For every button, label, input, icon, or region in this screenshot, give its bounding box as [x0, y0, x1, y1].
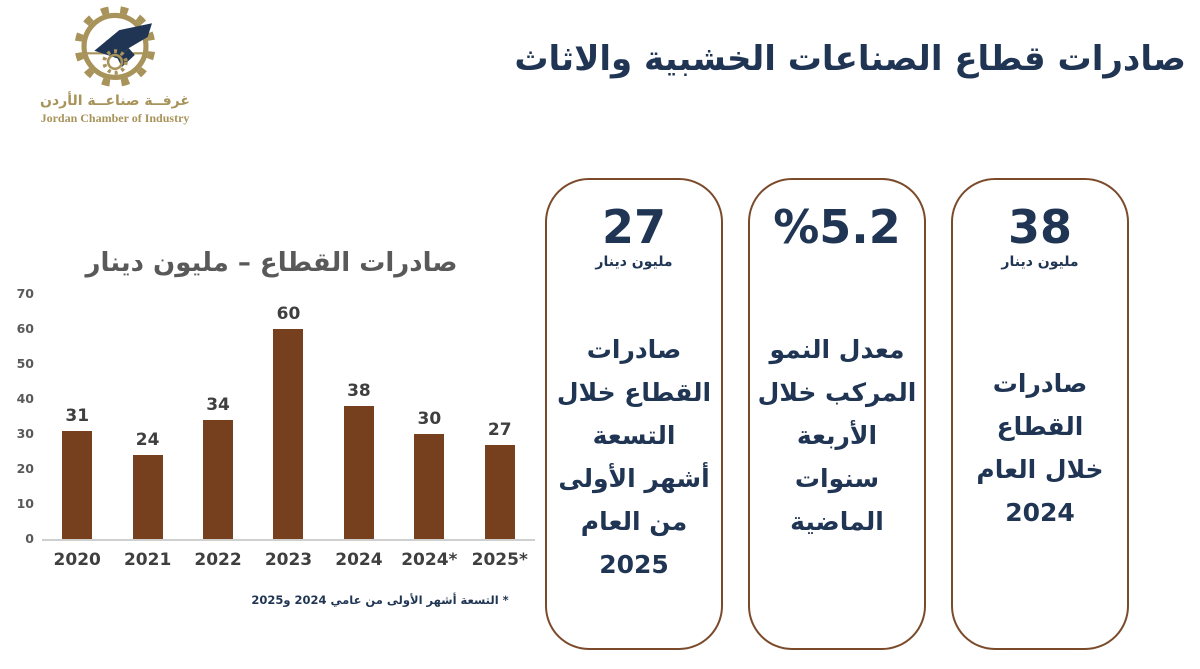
- x-axis-label: 2024*: [401, 550, 458, 570]
- bar-plot: 31 2020 24 2021 34 2022 60 2023 38 2024 30 2024* 27 2…: [42, 294, 535, 571]
- bar-data-label: 60: [276, 304, 301, 324]
- bar-data-label: 34: [206, 395, 230, 415]
- bar-data-label: 31: [65, 405, 90, 426]
- bar-column: 31 2020: [42, 294, 112, 571]
- stat-description: صادرات القطاع خلال التسعة أشهر الأولى من…: [556, 334, 712, 579]
- stat-value: 38: [1007, 200, 1072, 254]
- bar-data-label: 24: [135, 430, 160, 450]
- x-axis-label: 2025*: [471, 550, 528, 570]
- bar: [343, 406, 374, 539]
- stat-unit: مليون دينار: [595, 253, 673, 270]
- bar-column: 30 2024*: [394, 294, 464, 570]
- bar-column: 38 2024: [324, 294, 394, 570]
- y-axis-tick: 40: [16, 391, 34, 406]
- bar-data-label: 27: [487, 419, 512, 440]
- stat-card-2024-exports: 38 مليون دينار صادرات القطاع خلال العام …: [951, 178, 1129, 650]
- stat-unit: مليون دينار: [1001, 253, 1079, 270]
- bar: [414, 434, 445, 539]
- y-axis-tick: 0: [25, 531, 34, 546]
- x-axis-label: 2022: [194, 550, 242, 570]
- chamber-gear-emblem-icon: [74, 6, 156, 87]
- stat-card-growth-rate: %5.2 معدل النمو المركب خلال الأربعة سنوا…: [748, 178, 926, 650]
- x-axis-label: 2021: [123, 550, 172, 570]
- stat-value: %5.2: [773, 200, 901, 254]
- bar-column: 34 2022: [183, 294, 253, 570]
- bar: [484, 444, 515, 539]
- stat-description: صادرات القطاع خلال العام 2024: [976, 368, 1104, 527]
- y-axis-tick: 70: [16, 286, 34, 301]
- y-axis: 0 10 20 30 40 50 60 70: [8, 287, 34, 546]
- bar: [62, 430, 93, 539]
- chart-title: صادرات القطاع – مليون دينار: [85, 248, 458, 278]
- y-axis-tick: 50: [16, 356, 34, 371]
- stat-value: 27: [601, 200, 666, 254]
- x-axis-label: 2020: [53, 550, 101, 570]
- logo-arabic-name: غرفــة صناعــة الأردن: [40, 93, 190, 109]
- stat-cards: 27 مليون دينار صادرات القطاع خلال التسعة…: [545, 178, 1129, 650]
- bar-data-label: 38: [347, 381, 371, 401]
- x-axis-label: 2023: [264, 550, 313, 570]
- exports-bar-chart: صادرات القطاع – مليون دينار 0 10 20 30 40 50 6…: [8, 248, 535, 594]
- stat-card-2025-exports: 27 مليون دينار صادرات القطاع خلال التسعة…: [545, 178, 723, 650]
- page-title: صادرات قطاع الصناعات الخشبية والاثاث: [514, 38, 1186, 79]
- bar: [273, 329, 304, 539]
- x-axis-label: 2024: [335, 550, 383, 570]
- chart-area: 0 10 20 30 40 50 60 70 31 2020 24 2021 34 2022 60 2023…: [8, 287, 535, 594]
- bar-data-label: 30: [417, 409, 442, 429]
- bar-column: 60 2023: [253, 294, 323, 570]
- logo-english-name: Jordan Chamber of Industry: [40, 111, 190, 125]
- bar: [203, 420, 234, 539]
- bar-column: 27 2025*: [465, 294, 535, 571]
- y-axis-tick: 60: [16, 321, 34, 336]
- jordan-chamber-logo: غرفــة صناعــة الأردن Jordan Chamber of …: [40, 6, 190, 126]
- y-axis-tick: 20: [16, 461, 34, 476]
- bar: [132, 455, 163, 539]
- y-axis-tick: 30: [16, 426, 34, 441]
- chart-footnote: * التسعة أشهر الأولى من عامي 2024 و2025: [251, 593, 509, 607]
- y-axis-tick: 10: [16, 496, 34, 511]
- stat-description: معدل النمو المركب خلال الأربعة سنوات الم…: [757, 334, 917, 536]
- bar-column: 24 2021: [112, 294, 182, 570]
- stat-unit: [750, 254, 924, 272]
